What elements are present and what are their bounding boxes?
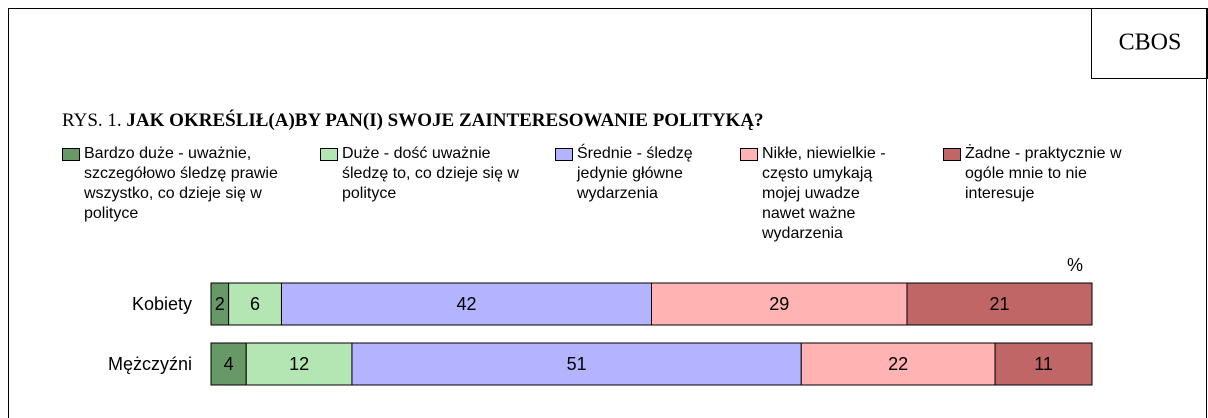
data-label: 22: [888, 354, 908, 374]
legend-label: Żadne - praktycznie w ogóle mnie to nie …: [965, 145, 1122, 202]
legend-swatch: [62, 148, 80, 161]
title: RYS. 1. JAK OKREŚLIŁ(A)BY PAN(I) SWOJE Z…: [62, 109, 764, 131]
bar-segment: [800, 342, 996, 386]
data-label: 11: [1034, 354, 1053, 374]
bar-segment: [228, 282, 282, 326]
source: CBOS: [1119, 30, 1182, 56]
category-label: Mężczyźni: [108, 354, 192, 374]
legend-label: Bardzo duże - uważnie, szczegółowo śledz…: [84, 145, 278, 222]
bar-segment: [210, 342, 247, 386]
data-label: 42: [456, 294, 476, 314]
category-label: Kobiety: [132, 294, 192, 314]
legend-swatch: [320, 148, 338, 161]
legend-label: Średnie - śledzę jedynie główne wydarzen…: [577, 145, 693, 202]
bar-segment: [280, 282, 652, 326]
legend-swatch: [740, 148, 758, 161]
title-text: JAK OKREŚLIŁ(A)BY PAN(I) SWOJE ZAINTERES…: [126, 109, 763, 131]
legend-label: Duże - dość uważnie śledzę to, co dzieje…: [342, 145, 519, 202]
legend-swatch: [943, 148, 961, 161]
data-label: 29: [769, 294, 789, 314]
unit: %: [1067, 255, 1083, 275]
bar-segment: [245, 342, 353, 386]
data-label: 4: [224, 354, 234, 374]
bar-segment: [651, 282, 908, 326]
bar-segment: [994, 342, 1093, 386]
data-label: 12: [289, 354, 309, 374]
legend-label: Nikłe, niewielkie - często umykają mojej…: [762, 145, 886, 242]
data-label: 2: [215, 294, 225, 314]
data-label: 6: [250, 294, 260, 314]
bar-segment: [906, 282, 1093, 326]
data-label: 51: [567, 354, 587, 374]
figure-label: RYS. 1.: [62, 110, 122, 131]
data-label: 21: [989, 294, 1009, 314]
frame: [8, 8, 1207, 418]
legend-swatch: [555, 148, 573, 161]
bar-segment: [351, 342, 802, 386]
